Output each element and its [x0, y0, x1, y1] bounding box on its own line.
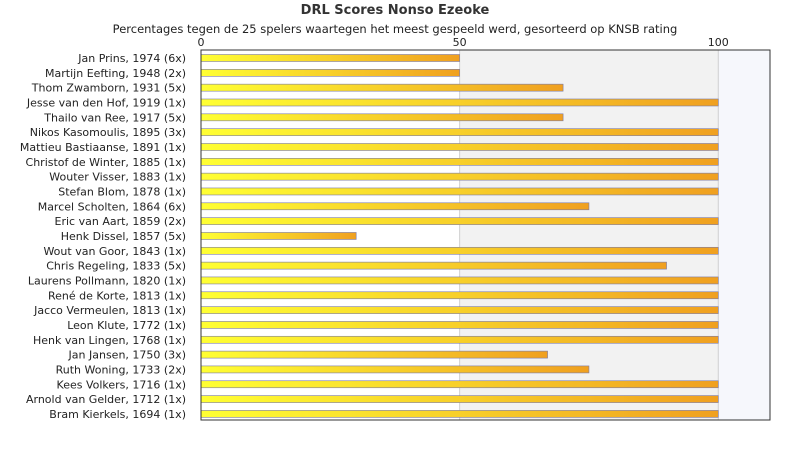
- y-tick-label: Wouter Visser, 1883 (1x): [49, 171, 186, 184]
- y-tick-label: Leon Klute, 1772 (1x): [67, 319, 186, 332]
- bar: [200, 365, 590, 374]
- bar: [200, 202, 590, 211]
- bar: [200, 410, 719, 418]
- band-100-max: [718, 50, 770, 420]
- y-tick-label: Jesse van den Hof, 1919 (1x): [26, 96, 186, 109]
- bar: [200, 217, 719, 225]
- bar: [200, 232, 357, 240]
- y-tick-label: René de Korte, 1813 (1x): [48, 289, 186, 302]
- bar: [200, 380, 719, 389]
- y-tick-label: Arnold van Gelder, 1712 (1x): [26, 393, 186, 406]
- bar: [200, 276, 719, 285]
- bar: [200, 335, 719, 344]
- y-tick-label: Ruth Woning, 1733 (2x): [56, 363, 186, 376]
- x-tick-label: 100: [708, 36, 729, 49]
- bar: [200, 128, 719, 136]
- y-tick-label: Henk van Lingen, 1768 (1x): [33, 334, 186, 347]
- y-tick-label: Jan Prins, 1974 (6x): [77, 52, 186, 65]
- bar: [200, 321, 719, 329]
- x-tick-label: 50: [453, 36, 467, 49]
- y-tick-label: Jan Jansen, 1750 (3x): [68, 349, 186, 362]
- y-tick-label: Chris Regeling, 1833 (5x): [46, 260, 186, 273]
- bar: [200, 187, 719, 196]
- chart-title: DRL Scores Nonso Ezeoke: [300, 3, 490, 18]
- bar: [200, 350, 548, 359]
- y-tick-label: Henk Dissel, 1857 (5x): [61, 230, 186, 243]
- y-tick-label: Christof de Winter, 1885 (1x): [26, 156, 186, 169]
- x-tick-label: 0: [198, 36, 205, 49]
- chart-subtitle: Percentages tegen de 25 spelers waartege…: [112, 22, 678, 36]
- bar: [200, 113, 564, 122]
- y-tick-label: Kees Volkers, 1716 (1x): [57, 378, 186, 391]
- bar: [200, 306, 719, 314]
- y-axis-labels: Jan Prins, 1974 (6x) Martijn Eefting, 194…: [20, 52, 186, 421]
- y-tick-label: Eric van Aart, 1859 (2x): [55, 215, 186, 228]
- y-tick-label: Laurens Pollmann, 1820 (1x): [28, 274, 186, 287]
- bar: [200, 395, 719, 403]
- bar: [200, 261, 667, 270]
- x-axis-ticks: 0 50 100: [198, 36, 729, 49]
- y-tick-label: Stefan Blom, 1878 (1x): [58, 185, 186, 198]
- bar: [200, 143, 719, 151]
- y-tick-label: Mattieu Bastiaanse, 1891 (1x): [20, 141, 186, 154]
- y-tick-label: Marcel Scholten, 1864 (6x): [38, 200, 186, 213]
- bar: [200, 158, 719, 166]
- plot-border: [200, 49, 771, 421]
- y-tick-label: Wout van Goor, 1843 (1x): [43, 245, 186, 258]
- plot-frame: [200, 49, 771, 421]
- y-tick-label: Thailo van Ree, 1917 (5x): [43, 111, 186, 124]
- y-tick-label: Bram Kierkels, 1694 (1x): [49, 408, 186, 421]
- y-tick-label: Martijn Eefting, 1948 (2x): [45, 67, 186, 80]
- bar: [200, 54, 460, 62]
- bar: [200, 172, 719, 181]
- bars: [200, 54, 719, 418]
- bar: [200, 83, 564, 92]
- bar: [200, 246, 719, 255]
- bar: [200, 291, 719, 300]
- bar: [200, 69, 460, 77]
- y-tick-label: Thom Zwamborn, 1931 (5x): [31, 82, 186, 95]
- bar: [200, 98, 719, 107]
- y-tick-label: Jacco Vermeulen, 1813 (1x): [33, 304, 186, 317]
- y-tick-label: Nikos Kasomoulis, 1895 (3x): [30, 126, 186, 139]
